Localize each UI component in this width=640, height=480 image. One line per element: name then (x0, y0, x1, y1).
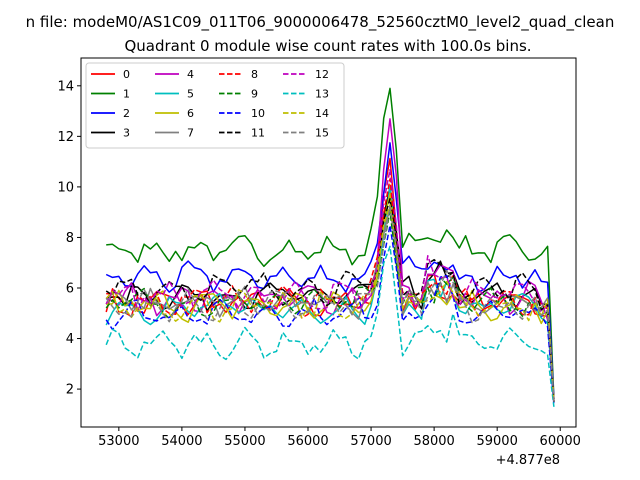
legend-label-13: 13 (315, 88, 329, 101)
legend-label-12: 12 (315, 68, 329, 81)
x-tick-label: 56000 (287, 434, 328, 449)
x-tick-label: 55000 (224, 434, 265, 449)
x-tick-label: 60000 (540, 434, 581, 449)
x-tick-label: 53000 (98, 434, 139, 449)
legend-frame (85, 62, 345, 149)
legend-label-7: 7 (187, 127, 194, 140)
legend-label-2: 2 (123, 107, 130, 120)
legend-label-15: 15 (315, 127, 329, 140)
y-tick-label: 6 (66, 281, 74, 296)
series-layer (105, 87, 555, 407)
legend-label-3: 3 (123, 127, 130, 140)
series-line-1 (106, 87, 555, 400)
series-line-13 (105, 245, 555, 407)
series-line-4 (105, 118, 555, 400)
legend-label-5: 5 (187, 88, 194, 101)
series-line-14 (105, 204, 555, 402)
chart-title: Quadrant 0 module wise count rates with … (124, 37, 531, 55)
figure-suptitle: n file: modeM0/AS1C09_011T06_9000006478_… (26, 13, 615, 32)
y-tick-label: 4 (66, 332, 74, 347)
x-tick-label: 59000 (476, 434, 517, 449)
series-line-12 (105, 168, 555, 402)
legend-label-4: 4 (187, 68, 194, 81)
plot-frame (80, 57, 577, 428)
x-tick-label: 58000 (413, 434, 454, 449)
y-tick-label: 2 (66, 383, 74, 398)
y-tick-label: 14 (57, 79, 74, 94)
series-line-15 (105, 206, 555, 402)
y-tick-label: 12 (57, 130, 74, 145)
legend-label-14: 14 (315, 107, 329, 120)
x-axis: 53000 54000 55000 56000 57000 58000 59000 60000 (98, 427, 581, 449)
y-tick-label: 10 (57, 180, 74, 195)
series-line-8 (106, 178, 555, 402)
legend-label-1: 1 (123, 88, 130, 101)
legend-label-9: 9 (251, 88, 258, 101)
x-tick-label: 57000 (350, 434, 391, 449)
y-axis: 2 4 6 8 10 12 14 (57, 79, 81, 398)
x-tick-label: 54000 (161, 434, 202, 449)
legend-label-6: 6 (187, 107, 194, 120)
legend-label-8: 8 (251, 68, 258, 81)
legend-label-10: 10 (251, 107, 265, 120)
legend-label-11: 11 (251, 127, 265, 140)
y-tick-label: 8 (66, 231, 74, 246)
x-offset-label: +4.877e8 (496, 453, 560, 468)
legend-label-0: 0 (123, 68, 130, 81)
